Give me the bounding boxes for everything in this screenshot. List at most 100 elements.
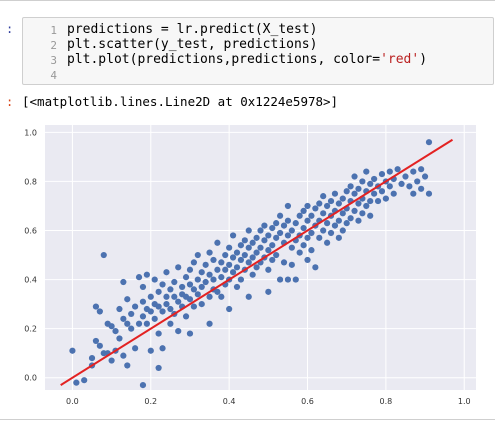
scatter-point: [339, 227, 346, 234]
scatter-point: [226, 261, 233, 268]
scatter-point: [73, 379, 80, 386]
scatter-point: [163, 269, 170, 276]
scatter-point: [237, 256, 245, 264]
scatter-point: [351, 207, 358, 214]
scatter-point: [359, 210, 366, 217]
scatter-point: [229, 254, 237, 261]
scatter-point: [210, 276, 217, 283]
scatter-point: [386, 168, 393, 175]
scatter-point: [179, 283, 186, 291]
scatter-point: [308, 247, 315, 254]
scatter-point: [382, 195, 389, 202]
scatter-point: [100, 251, 107, 259]
code-cell-input[interactable]: 1 2 3 4 predictions = lr.predict(X_test)…: [22, 17, 494, 85]
scatter-point: [292, 276, 299, 283]
scatter-point: [128, 325, 135, 332]
plot-output: 0.0 0.2 0.4 0.6 0.8 1.0 0.0 0.2 0.4 0.6 0.8 1.0: [0, 118, 495, 418]
scatter-point: [198, 301, 205, 308]
scatter-point: [155, 330, 162, 337]
scatter-point: [398, 180, 405, 187]
scatter-point: [316, 234, 323, 241]
line-number: 1: [50, 24, 57, 37]
code-line[interactable]: plt.plot(predictions,predictions, color=…: [67, 52, 427, 67]
scatter-point: [167, 320, 174, 327]
scatter-point: [139, 283, 147, 291]
scatter-point: [139, 313, 147, 320]
scatter-point: [214, 239, 221, 246]
scatter-point: [421, 173, 429, 180]
scatter-point: [284, 232, 292, 239]
scatter-point: [367, 180, 374, 187]
scatter-point: [359, 178, 366, 185]
scatter-point: [355, 200, 362, 207]
scatter-point: [194, 251, 201, 259]
scatter-point: [253, 234, 260, 241]
scatter-point: [88, 355, 96, 362]
scatter-point: [245, 293, 252, 300]
scatter-point: [320, 227, 327, 234]
scatter-point: [194, 291, 201, 298]
scatter-point: [308, 229, 315, 237]
scatter-point: [135, 274, 143, 281]
line-number: 2: [50, 39, 57, 52]
scatter-point: [120, 352, 127, 359]
scatter-point: [351, 173, 358, 180]
scatter-point: [249, 254, 256, 261]
scatter-point: [253, 264, 260, 271]
scatter-point: [226, 305, 233, 313]
scatter-point: [167, 286, 174, 293]
scatter-point: [186, 296, 194, 303]
scatter-point: [386, 183, 393, 190]
scatter-point: [190, 286, 197, 293]
scatter-point: [229, 232, 237, 239]
cell-bottom-border: [0, 419, 495, 420]
scatter-point: [288, 244, 295, 251]
scatter-point: [218, 293, 225, 300]
scatter-point: [335, 217, 342, 224]
y-tick-labels: 0.0 0.2 0.4 0.6 0.8 1.0: [24, 128, 37, 382]
scatter-point: [339, 210, 346, 217]
scatter-point: [202, 278, 209, 286]
code-line[interactable]: predictions = lr.predict(X_test): [67, 22, 317, 37]
scatter-point: [343, 220, 350, 227]
scatter-point: [378, 170, 386, 178]
scatter-point: [300, 242, 307, 249]
code-text: plt.scatter(y_test, predictions): [67, 37, 318, 52]
scatter-point: [265, 232, 272, 239]
scatter-point: [355, 217, 362, 224]
scatter-point: [324, 202, 331, 210]
scatter-point: [280, 259, 288, 266]
output-prompt: :: [6, 95, 14, 109]
scatter-point: [425, 139, 433, 146]
code-line[interactable]: plt.scatter(y_test, predictions): [67, 37, 317, 52]
scatter-point: [284, 217, 292, 224]
scatter-point: [410, 168, 417, 175]
scatter-point: [347, 215, 354, 222]
y-tick-label: 0.2: [24, 325, 37, 334]
scatter-point: [147, 308, 154, 315]
scatter-point: [292, 220, 299, 227]
code-text: plt.plot(predictions,predictions, color=: [67, 52, 381, 67]
scatter-point: [171, 293, 178, 300]
scatter-point: [269, 242, 276, 249]
scatter-point: [124, 320, 131, 327]
scatter-point: [92, 337, 100, 345]
scatter-point: [418, 185, 425, 192]
scatter-point: [265, 247, 272, 254]
scatter-point: [316, 200, 323, 207]
scatter-point: [276, 229, 284, 237]
scatter-point: [347, 183, 354, 190]
scatter-point: [304, 202, 311, 210]
scatter-point: [273, 251, 280, 259]
scatter-point: [269, 256, 276, 264]
scatter-point: [108, 357, 115, 364]
x-tick-label: 0.8: [380, 397, 393, 406]
code-string-literal: 'red': [380, 52, 420, 67]
scatter-point: [202, 261, 209, 268]
scatter-chart: 0.0 0.2 0.4 0.6 0.8 1.0 0.0 0.2 0.4 0.6 0.8 1.0: [24, 125, 476, 406]
scatter-point: [249, 271, 256, 278]
scatter-point: [229, 269, 237, 276]
scatter-point: [206, 320, 213, 327]
scatter-point: [128, 310, 135, 318]
scatter-point: [300, 207, 307, 214]
